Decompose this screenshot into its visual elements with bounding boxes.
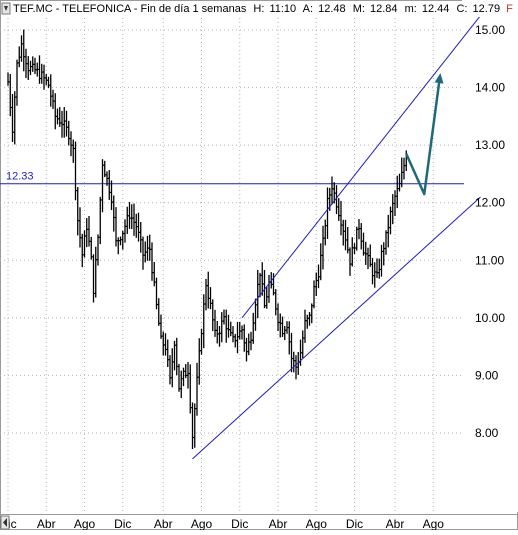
scroll-left-icon[interactable] (0, 515, 10, 530)
y-axis-ticks: 8.00 9.00 10.00 11.00 12.00 13.00 14.00 15.00 (475, 23, 505, 440)
y-tick-label: 14.00 (475, 81, 505, 95)
trend-channel-layer (192, 15, 481, 460)
header-menu-icon[interactable] (1, 2, 11, 15)
x-tick-label: Abr (37, 517, 56, 530)
header-title: TEF.MC - TELEFONICA - Fin de día 1 seman… (13, 3, 247, 15)
x-tick-label: Dic (231, 517, 248, 530)
header-min-value: 12.44 (422, 3, 450, 15)
header-overflow-text: F (506, 3, 513, 15)
y-tick-label: 15.00 (475, 23, 505, 37)
header-min-label: m: (405, 3, 417, 15)
x-tick-label: Abr (386, 517, 405, 530)
chart-header: TEF.MC - TELEFONICA - Fin de día 1 seman… (1, 1, 517, 17)
y-tick-label: 8.00 (475, 426, 499, 440)
projection-arrow-layer (405, 73, 444, 196)
x-tick-label: Dic (346, 517, 363, 530)
x-tick-label: Ago (74, 517, 96, 530)
header-text: TEF.MC - TELEFONICA - Fin de día 1 seman… (13, 3, 513, 15)
trend-channel-upper-line (241, 15, 481, 319)
header-m-value: 12.84 (370, 3, 398, 15)
trend-channel-lower-line (192, 196, 481, 460)
x-tick-label: Ago (191, 517, 213, 530)
y-tick-label: 13.00 (475, 138, 505, 152)
header-h-value: 11:10 (269, 3, 296, 15)
header-m-label: M: (353, 3, 365, 15)
x-tick-label: Abr (154, 517, 173, 530)
header-c-value: 12.79 (473, 3, 501, 15)
projection-arrow-head (434, 73, 444, 84)
header-a-value: 12.48 (318, 3, 346, 15)
x-tick-label: Ago (306, 517, 328, 530)
x-axis-ticks: DicAbrAgoDicAbrAgoDicAbrAgoDicAbrAgo (0, 517, 445, 531)
x-tick-label: Ago (423, 517, 445, 530)
price-series-layer (7, 29, 409, 450)
y-tick-label: 12.00 (475, 196, 505, 210)
x-tick-label: Dic (114, 517, 131, 530)
y-tick-label: 10.00 (475, 311, 505, 325)
grid-layer (0, 18, 464, 512)
y-tick-label: 9.00 (475, 368, 499, 382)
header-background (1, 1, 517, 17)
x-tick-label: Abr (269, 517, 288, 530)
horizontal-level-layer: 12.33 (0, 171, 464, 185)
header-h-label: H: (253, 3, 264, 15)
horizontal-level-label: 12.33 (6, 171, 34, 183)
header-c-label: C: (456, 3, 467, 15)
header-a-label: A: (303, 3, 313, 15)
y-tick-label: 11.00 (475, 253, 504, 267)
y-axis-panel (462, 0, 518, 512)
projection-arrow-line (405, 75, 442, 196)
